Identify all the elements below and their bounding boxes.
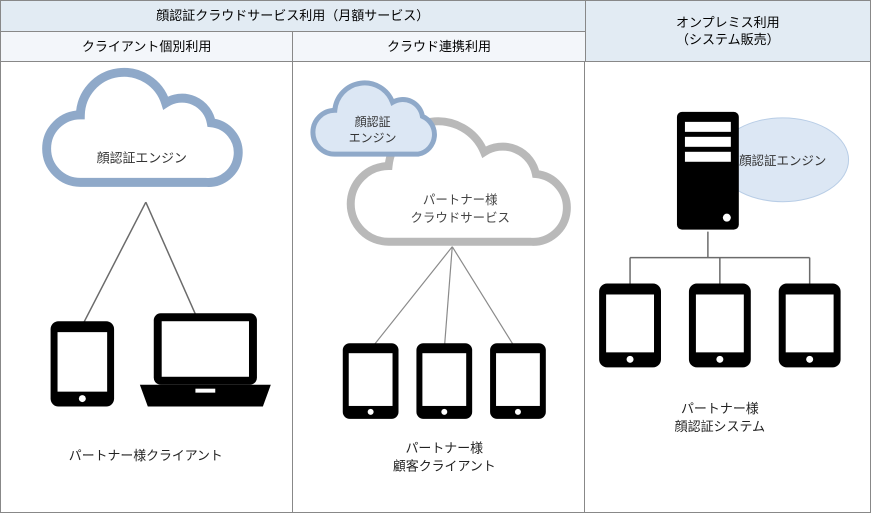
panel2-scene: パートナー様 クラウドサービス 顔認証 エンジン — [293, 62, 585, 512]
header-onpremise: オンプレミス利用 （システム販売） — [585, 1, 870, 62]
cloud-small-line1: 顔認証 — [354, 114, 390, 129]
ellipse-label: 顔認証エンジン — [739, 153, 826, 168]
tablet-icon — [490, 343, 546, 419]
tablet-icon — [416, 343, 472, 419]
panel2-bottom-line2: 顧客クライアント — [393, 459, 496, 474]
header-table: 顔認証クラウドサービス利用（月額サービス） オンプレミス利用 （システム販売） … — [0, 0, 871, 62]
cloud-big-line1: パートナー様 — [423, 192, 498, 207]
panel1-scene: 顔認証エンジン パートナー様クライアント — [1, 62, 292, 512]
panel1-bottom-label: パートナー様クライアント — [69, 448, 223, 463]
panel3-scene: 顔認証エンジン — [585, 62, 870, 512]
cloud-label: 顔認証エンジン — [97, 151, 187, 166]
cloud-icon: 顔認証エンジン — [47, 72, 239, 182]
diagram-root: 顔認証クラウドサービス利用（月額サービス） オンプレミス利用 （システム販売） … — [0, 0, 871, 509]
tablet-icon — [689, 284, 751, 368]
server-icon — [677, 112, 739, 230]
header-client-individual: クライアント個別利用 — [1, 31, 293, 62]
tablet-icon — [342, 343, 398, 419]
header-cloud-service: 顔認証クラウドサービス利用（月額サービス） — [1, 1, 586, 32]
cloud-small-icon: 顔認証 エンジン — [313, 83, 435, 154]
panels-row: 顔認証エンジン パートナー様クライアント — [0, 62, 871, 513]
panel3-bottom-line2: 顔認証システム — [675, 419, 765, 434]
panel-client-individual: 顔認証エンジン パートナー様クライアント — [0, 62, 293, 513]
panel3-bottom-line1: パートナー様 — [681, 401, 759, 416]
tablet-icon — [51, 321, 114, 406]
panel-cloud-linked: パートナー様 クラウドサービス 顔認証 エンジン — [293, 62, 586, 513]
panel2-bottom-line1: パートナー様 — [405, 441, 483, 456]
panel-onpremise: 顔認証エンジン — [585, 62, 871, 513]
cloud-small-line2: エンジン — [348, 131, 396, 145]
laptop-icon — [140, 313, 271, 406]
tablet-icon — [779, 284, 841, 368]
header-onpremise-line1: オンプレミス利用 — [676, 15, 780, 30]
tablet-icon — [599, 284, 661, 368]
cloud-big-line2: クラウドサービス — [410, 211, 510, 225]
header-onpremise-line2: （システム販売） — [676, 32, 780, 47]
header-cloud-linked: クラウド連携利用 — [293, 31, 585, 62]
